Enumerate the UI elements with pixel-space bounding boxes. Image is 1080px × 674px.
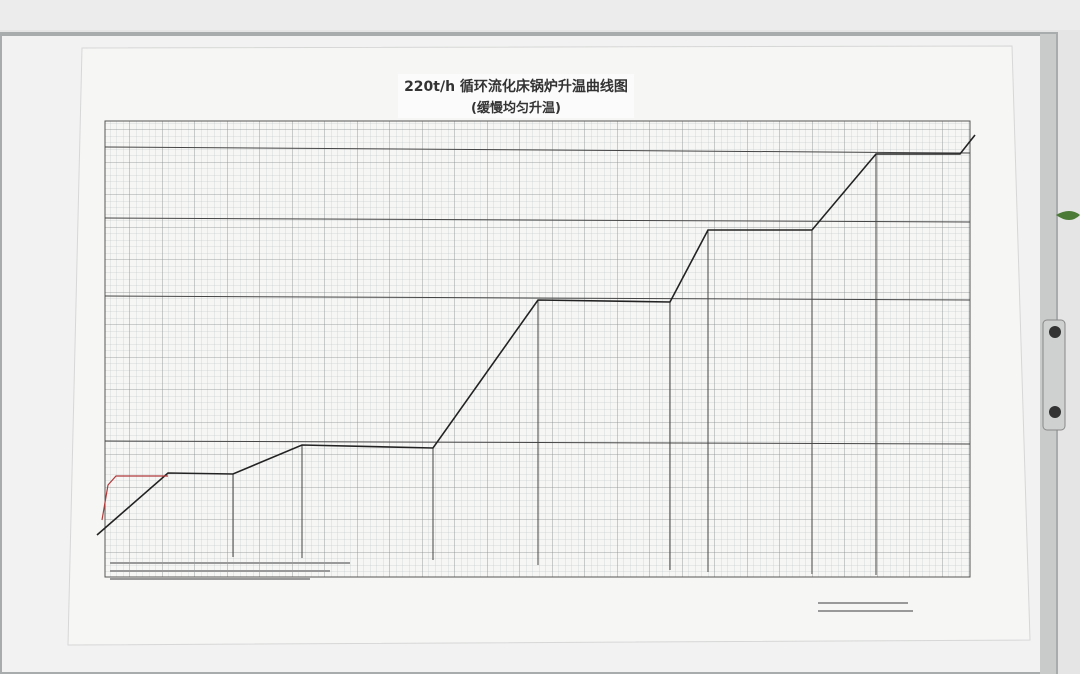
note-line [110, 562, 350, 564]
heating-curve [96, 134, 976, 536]
wall-top [0, 0, 1080, 30]
red-curve [101, 475, 168, 521]
major-lines [104, 146, 971, 575]
hinge-knob [1049, 326, 1061, 338]
title-box [398, 74, 634, 118]
ref-line [104, 217, 971, 223]
subtitle: (缓慢均匀升温) [471, 100, 561, 116]
note-line [110, 570, 330, 572]
ref-line [104, 295, 971, 301]
title: 220t/h 循环流化床锅炉升温曲线图 [404, 78, 628, 95]
note-line [110, 578, 310, 580]
notes [110, 562, 913, 612]
note-line [818, 602, 908, 604]
board-hinge [1042, 319, 1066, 431]
note-line [818, 610, 913, 612]
hinge-knob [1049, 406, 1061, 418]
plant-leaf [1056, 211, 1080, 220]
ref-line [104, 146, 971, 154]
